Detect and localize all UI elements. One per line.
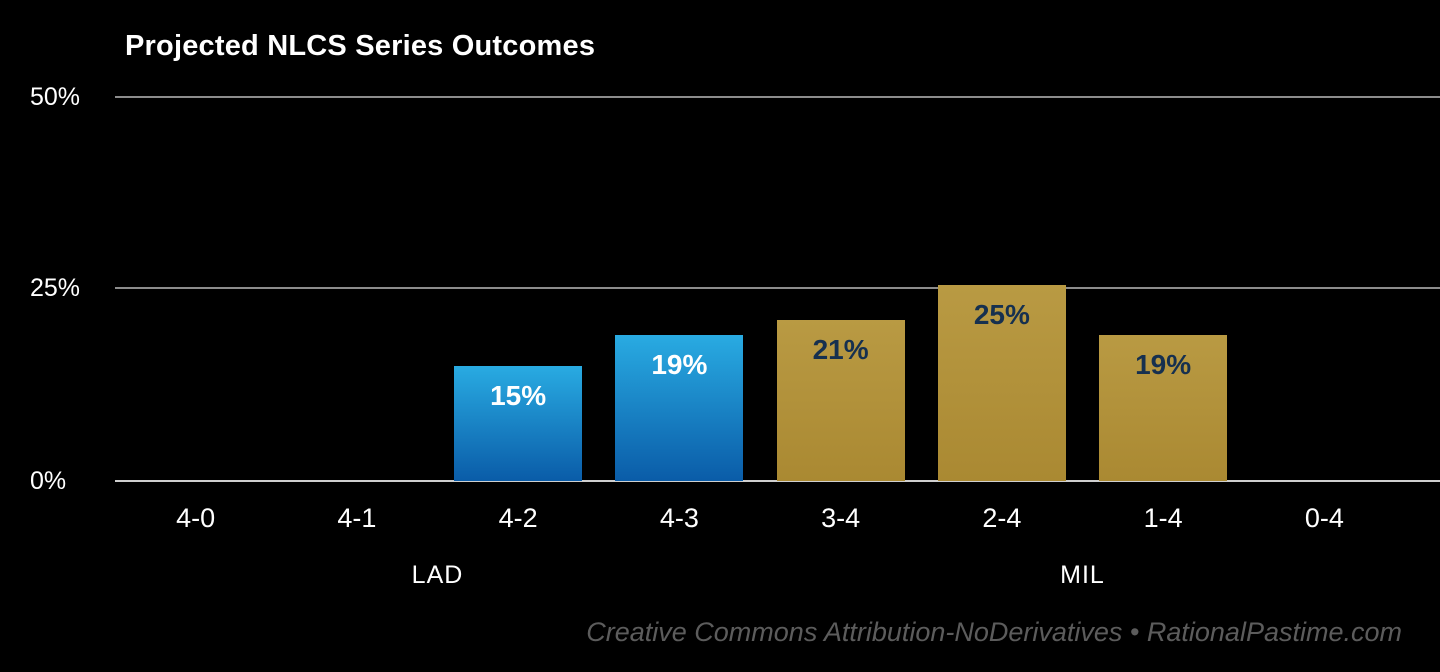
x-tick-0-4: 0-4 bbox=[1304, 503, 1344, 533]
x-axis-line bbox=[115, 480, 1440, 482]
x-tick-3-4: 3-4 bbox=[821, 503, 861, 533]
x-tick-4-3: 4-3 bbox=[659, 503, 699, 533]
bar-value-label-2-4: 25% bbox=[973, 299, 1030, 330]
bar-4-3: 19% bbox=[615, 335, 744, 481]
bar-4-2: 15% bbox=[454, 366, 583, 481]
bar-value-label-3-4: 21% bbox=[812, 334, 869, 365]
x-tick-2-4: 2-4 bbox=[982, 503, 1022, 533]
bar-value-label-4-2: 15% bbox=[490, 380, 547, 411]
y-axis-tick-25: 25% bbox=[30, 274, 81, 302]
attribution-caption: Creative Commons Attribution-NoDerivativ… bbox=[586, 617, 1402, 647]
bar-2-4: 25% bbox=[937, 285, 1066, 481]
y-axis-tick-0: 0% bbox=[30, 467, 67, 495]
group-label-mil: MIL bbox=[1060, 561, 1105, 589]
x-tick-4-2: 4-2 bbox=[498, 503, 538, 533]
bar-1-4: 19% bbox=[1099, 335, 1228, 481]
bar-value-label-1-4: 19% bbox=[1135, 349, 1192, 380]
team-group-labels: LAD MIL bbox=[115, 561, 1405, 590]
gridline-50pct bbox=[115, 96, 1440, 98]
gridline-25pct bbox=[115, 287, 1440, 289]
bar-value-label-4-3: 19% bbox=[651, 349, 708, 380]
bar-3-4: 21% bbox=[776, 320, 905, 481]
chart-title: Projected NLCS Series Outcomes bbox=[125, 30, 596, 62]
x-axis-labels: 4-0 4-1 4-2 4-3 3-4 2-4 1-4 0-4 bbox=[115, 503, 1405, 534]
group-label-lad: LAD bbox=[411, 561, 464, 589]
y-axis-tick-50: 50% bbox=[30, 83, 81, 111]
plot-area: 15% 19% 21% 25% 19% bbox=[115, 97, 1405, 481]
x-tick-4-0: 4-0 bbox=[176, 503, 216, 533]
x-tick-4-1: 4-1 bbox=[337, 503, 377, 533]
x-tick-1-4: 1-4 bbox=[1143, 503, 1183, 533]
